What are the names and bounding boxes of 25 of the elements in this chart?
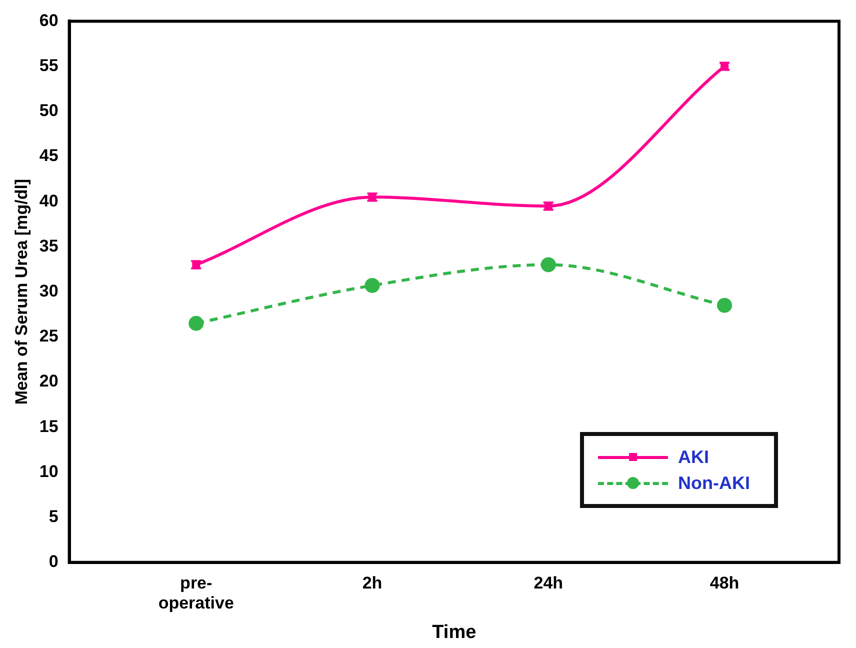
legend-label: Non-AKI — [678, 472, 750, 494]
y-axis-title: Mean of Serum Urea [mg/dl] — [12, 178, 31, 405]
legend-label: AKI — [678, 446, 710, 468]
y-tick-label: 35 — [39, 236, 58, 256]
y-tick-label: 20 — [39, 372, 58, 391]
x-axis-title: Time — [432, 622, 476, 643]
y-tick-label: 5 — [48, 506, 58, 526]
x-tick-label: 48h — [710, 573, 740, 592]
point — [540, 257, 556, 272]
x-tick-label: 24h — [534, 573, 564, 592]
y-tick-label: 0 — [48, 552, 58, 572]
y-tick-label: 45 — [39, 146, 58, 166]
point — [188, 316, 204, 331]
y-tick-label: 10 — [39, 462, 58, 481]
x-tick-label: 2h — [362, 573, 382, 592]
y-tick-label: 30 — [39, 281, 58, 300]
y-tick-label: 50 — [39, 101, 58, 120]
point — [364, 278, 380, 293]
point — [717, 298, 732, 313]
y-tick-label: 40 — [39, 191, 58, 210]
y-tick-label: 55 — [39, 56, 58, 75]
y-tick-label: 60 — [39, 10, 58, 30]
y-tick-label: 15 — [39, 416, 58, 436]
y-tick-label: 25 — [39, 326, 58, 346]
x-tick-label: pre-operative — [158, 573, 234, 613]
